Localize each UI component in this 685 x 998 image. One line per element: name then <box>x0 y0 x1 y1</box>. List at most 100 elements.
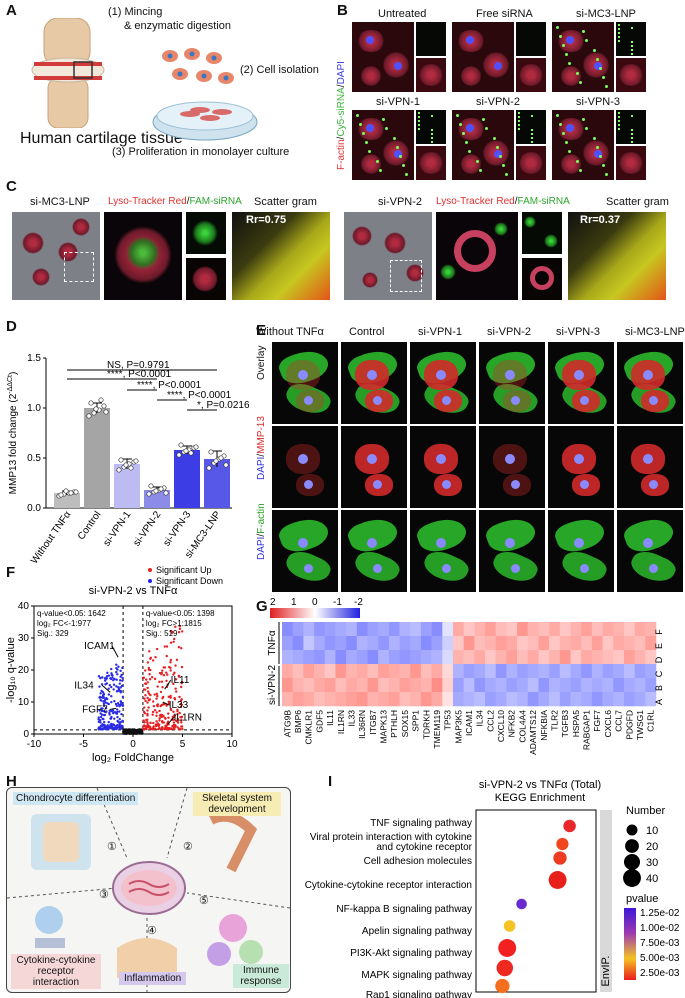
i-bubble <box>495 978 510 994</box>
f-point-up <box>174 625 177 629</box>
h-num-1: ① <box>107 841 117 853</box>
c-right-scattergram <box>568 212 666 300</box>
e-col-header: si-MC3-LNP <box>625 326 685 338</box>
b-side-label: F-actin/Cy5-siRNA/DAPI <box>336 61 347 170</box>
g-gene-label: TLR2 <box>549 710 559 731</box>
d-x-tick-label: si-VPN-1 <box>101 509 133 548</box>
f-point-up <box>167 665 171 669</box>
f-point-down <box>102 704 106 707</box>
g-gene-label: IL1RN <box>336 710 346 734</box>
g-heat-cell <box>356 678 368 693</box>
f-point-up <box>156 722 159 725</box>
f-point-down <box>98 685 101 688</box>
g-gene-label: IL36RN <box>357 710 367 739</box>
g-heat-cell <box>634 678 646 693</box>
f-point-up <box>146 720 149 724</box>
g-heat-cell <box>292 692 304 707</box>
g-heat-cell <box>442 622 454 637</box>
b-main-image <box>552 110 614 180</box>
f-point-up <box>172 723 176 727</box>
g-heat-cell <box>495 636 507 651</box>
f-point-down <box>106 671 109 675</box>
g-heat-cell <box>399 664 411 679</box>
f-point-up <box>155 647 159 651</box>
b-red-inset <box>416 146 446 180</box>
isolated-cells-illustration <box>160 48 240 88</box>
d-data-point <box>208 449 214 455</box>
d-data-point <box>146 491 152 497</box>
f-gene-pointer <box>101 685 111 693</box>
g-gene-label: TMEM119 <box>432 710 442 749</box>
f-point-up <box>169 629 173 633</box>
panel-label-b: B <box>337 2 348 19</box>
f-point-down <box>114 725 117 728</box>
g-heat-cell <box>303 650 315 665</box>
f-point-down <box>118 703 121 707</box>
f-point-down <box>109 677 113 681</box>
i-bubble <box>556 837 569 851</box>
g-heat-cell <box>474 650 486 665</box>
f-right-stat: log₂ FC>1:1815 <box>146 619 202 628</box>
g-heat-cell <box>431 636 443 651</box>
g-heat-cell <box>474 636 486 651</box>
f-point-up <box>146 686 149 690</box>
f-point-down <box>118 717 121 721</box>
tissue-label: Human cartilage tissue <box>20 130 183 147</box>
g-heat-cell <box>517 636 529 651</box>
f-point-up <box>173 714 176 717</box>
c-left-scatter-title: Scatter gram <box>254 196 317 208</box>
g-heatmap: 2 1 0 -1 -2 F E DC B A TNFα si-VPN-2 ATG9B BMP6 CMKLR1… <box>267 597 664 755</box>
g-heat-cell <box>623 650 635 665</box>
f-point-up <box>155 714 158 717</box>
i-plot-frame <box>475 809 597 993</box>
g-heat-cell <box>420 622 432 637</box>
f-point-down <box>119 669 122 673</box>
f-point-down <box>110 685 113 689</box>
g-heat-cell <box>420 664 432 679</box>
g-gene-label: GDF5 <box>314 710 324 733</box>
b-red-inset <box>616 58 646 92</box>
g-heat-cell <box>623 636 635 651</box>
g-heat-cell <box>581 664 593 679</box>
f-legend-up-marker <box>148 568 152 572</box>
f-point-up <box>153 693 156 696</box>
f-point-down <box>115 663 118 666</box>
f-point-up <box>161 697 164 700</box>
f-point-up <box>146 661 150 664</box>
e-col-header: Control <box>349 326 385 338</box>
f-point-up <box>175 658 179 662</box>
i-color-legend-label: 1.25e-02 <box>640 908 680 919</box>
g-heat-cell <box>324 650 336 665</box>
b-col-vpn2: si-VPN-2 <box>476 96 521 108</box>
d-y-tick-label: 1.5 <box>27 353 41 364</box>
g-heat-cell <box>292 636 304 651</box>
e-micrograph <box>617 426 683 508</box>
g-heat-cell <box>591 650 603 665</box>
petri-dish-illustration <box>150 92 260 142</box>
i-size-legend-dot <box>623 853 641 871</box>
f-point-down <box>121 702 124 705</box>
d-data-point <box>58 492 64 498</box>
f-point-up <box>149 693 152 697</box>
f-point-down <box>118 679 122 682</box>
g-heat-cell <box>602 692 614 707</box>
i-color-legend-label: 1.00e-02 <box>640 923 680 934</box>
f-point-up <box>158 719 161 722</box>
g-heat-cell <box>602 678 614 693</box>
c-right-red <box>522 258 562 300</box>
d-data-point <box>98 397 104 403</box>
d-y-tick-label: 0.0 <box>27 503 41 514</box>
g-heat-cell <box>410 692 422 707</box>
f-legend-down-marker <box>148 579 152 583</box>
g-scale-tick: 0 <box>312 597 318 608</box>
f-point-down <box>113 711 117 714</box>
f-point-down <box>118 723 121 727</box>
c-right-green <box>522 212 562 254</box>
g-gene-label: FGF7 <box>592 710 602 732</box>
d-data-point <box>118 457 124 463</box>
g-heat-cell <box>452 650 464 665</box>
f-point-down <box>113 717 116 720</box>
g-heat-cell <box>538 692 550 707</box>
g-heat-cell <box>399 692 411 707</box>
f-point-up <box>166 720 170 723</box>
